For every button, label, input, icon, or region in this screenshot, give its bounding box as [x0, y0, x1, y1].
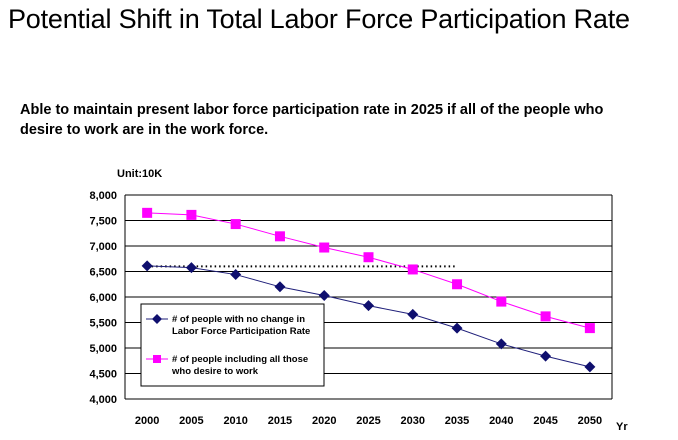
data-point-square [142, 207, 153, 218]
legend-label-series-2-line-1: # of people including all those [172, 354, 308, 365]
data-point-square [230, 219, 241, 230]
data-point-diamond [318, 289, 330, 301]
y-tick-label: 6,000 [89, 292, 117, 304]
data-point-square [496, 296, 507, 307]
data-point-diamond [274, 281, 286, 293]
x-tick-label: 2040 [489, 415, 513, 427]
y-tick-label: 5,500 [89, 318, 117, 330]
x-tick-label: 2035 [445, 415, 469, 427]
x-tick-label: 2000 [135, 415, 159, 427]
data-point-square [363, 252, 374, 263]
y-tick-label: 5,000 [89, 343, 117, 355]
data-point-square [584, 323, 595, 334]
y-tick-label: 8,000 [89, 190, 117, 202]
y-tick-label: 4,500 [89, 369, 117, 381]
x-tick-label: 2020 [312, 415, 336, 427]
y-tick-label: 7,500 [89, 216, 117, 228]
data-point-square [452, 279, 463, 290]
data-point-diamond [584, 361, 596, 373]
x-tick-label: 2025 [356, 415, 380, 427]
legend-label-series-2-line-2: who desire to work [171, 366, 259, 377]
data-point-square [274, 231, 285, 242]
page-subtitle: Able to maintain present labor force par… [20, 100, 678, 140]
x-tick-label: 2010 [223, 415, 247, 427]
legend: # of people with no change in Labor Forc… [140, 303, 325, 387]
page-title: Potential Shift in Total Labor Force Par… [8, 4, 630, 34]
data-point-square [540, 311, 551, 322]
y-tick-label: 7,000 [89, 241, 117, 253]
x-tick-label: 2030 [401, 415, 425, 427]
data-point-diamond [451, 322, 463, 334]
x-tick-label: 2050 [578, 415, 602, 427]
subtitle-line-1: Able to maintain present labor force par… [20, 102, 604, 118]
data-point-square [186, 209, 197, 220]
series-group [141, 207, 596, 373]
data-point-diamond [185, 262, 197, 274]
data-point-square [407, 264, 418, 275]
data-point-diamond [230, 269, 242, 281]
legend-marker-square [153, 355, 161, 363]
x-axis-title: Yr [616, 421, 628, 433]
legend-box [140, 303, 325, 387]
gridlines [124, 194, 613, 400]
data-point-square [319, 242, 330, 253]
legend-label-series-1-line-2: Labor Force Participation Rate [172, 326, 310, 337]
data-point-diamond [540, 350, 552, 362]
y-tick-label: 6,500 [89, 267, 117, 279]
legend-marker-diamond [152, 314, 162, 324]
data-point-diamond [363, 300, 374, 312]
subtitle-line-2: desire to work are in the work force. [20, 122, 269, 138]
y-tick-label: 4,000 [89, 394, 117, 406]
x-tick-label: 2045 [533, 415, 557, 427]
unit-label: Unit:10K [117, 168, 162, 180]
data-point-diamond [495, 338, 507, 350]
data-point-diamond [141, 260, 153, 272]
x-tick-label: 2005 [179, 415, 203, 427]
y-axis-labels: 4,000 4,500 5,000 5,500 6,000 6,500 7,000 7,500… [89, 190, 117, 406]
x-tick-label: 2015 [268, 415, 292, 427]
x-axis-labels: 2000 2005 2010 2015 2020 2025 2030 2035 2040 2045… [135, 415, 602, 427]
legend-label-series-1-line-1: # of people with no change in [172, 314, 305, 325]
data-point-diamond [407, 308, 419, 320]
